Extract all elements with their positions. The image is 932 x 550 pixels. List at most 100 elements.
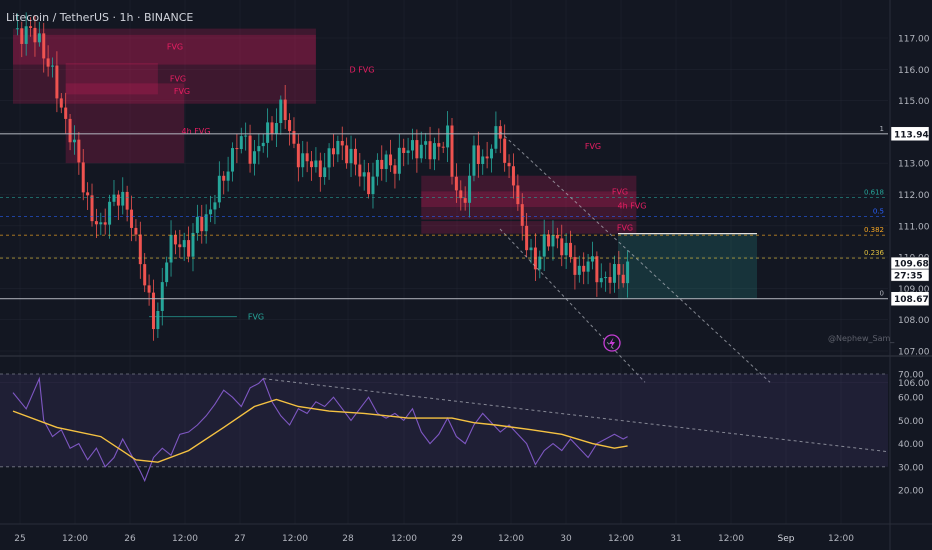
rsi-y-tick-label: 40.00 — [898, 440, 924, 450]
fvg-label: 4h FVG — [618, 201, 647, 210]
candle-body — [432, 143, 436, 160]
candle-body — [64, 107, 68, 119]
candle-body — [147, 285, 151, 293]
fvg-zone — [13, 34, 316, 104]
candle-body — [410, 140, 414, 151]
candle-body — [520, 204, 524, 226]
candle-body — [555, 234, 559, 239]
fvg-label: FVG — [167, 43, 183, 52]
candle-body — [336, 140, 340, 155]
candle-body — [108, 201, 112, 225]
x-tick-label: 12:00 — [391, 534, 417, 544]
rsi-ma-line — [12, 398, 628, 463]
candle-body — [235, 148, 239, 150]
candle-body — [138, 234, 142, 265]
candle-body — [353, 148, 357, 165]
candle-body — [20, 28, 24, 44]
rsi-band-fill — [0, 374, 888, 467]
x-tick-label: 12:00 — [62, 534, 88, 544]
candle-body — [130, 209, 134, 228]
candle-body — [424, 141, 428, 145]
x-tick-label: 25 — [14, 534, 25, 544]
candle-body — [217, 175, 221, 203]
candle-body — [46, 58, 50, 67]
candle-body — [81, 162, 85, 193]
fib-ratio-label: 0.618 — [864, 189, 884, 197]
candle-body — [485, 156, 489, 159]
y-tick-label: 106.00 — [898, 379, 930, 389]
candle-body — [292, 131, 296, 144]
x-tick-label: 27 — [234, 534, 245, 544]
y-tick-label: 116.00 — [898, 66, 930, 76]
candle-body — [86, 192, 90, 196]
candle-body — [42, 33, 46, 59]
candle-body — [252, 151, 256, 164]
fvg-label: FVG — [612, 187, 628, 196]
y-tick-label: 108.00 — [898, 316, 930, 326]
candle-body — [599, 278, 603, 283]
candle-body — [204, 214, 208, 232]
candle-body — [621, 274, 625, 284]
candle-body — [239, 136, 243, 150]
candle-body — [349, 148, 353, 164]
candle-body — [446, 125, 450, 148]
candle-body — [384, 154, 388, 169]
candle-body — [626, 261, 630, 284]
candle-body — [261, 142, 265, 147]
fvg-zone — [13, 28, 316, 65]
fib-ratio-label: 0.5 — [873, 207, 884, 215]
candles — [15, 12, 630, 341]
candle-body — [143, 264, 147, 286]
candle-body — [200, 216, 204, 232]
candle-body — [279, 99, 283, 124]
candle-body — [301, 153, 305, 168]
lightning-icon[interactable] — [603, 334, 621, 352]
candle-body — [323, 167, 327, 178]
candle-body — [511, 166, 515, 186]
candle-body — [173, 234, 177, 245]
candle-body — [586, 261, 590, 272]
x-tick-label: 12:00 — [828, 534, 854, 544]
candle-body — [187, 240, 191, 257]
candle-body — [608, 277, 612, 283]
candle-body — [503, 138, 507, 163]
candle-body — [612, 264, 616, 283]
candle-body — [191, 232, 195, 257]
candle-body — [490, 148, 494, 159]
candle-body — [542, 234, 546, 257]
candle-body — [270, 122, 274, 134]
candle-body — [51, 65, 55, 67]
candle-body — [121, 191, 125, 206]
y-tick-label: 112.00 — [898, 191, 930, 201]
fvg-label: 4h FVG — [182, 127, 211, 136]
x-tick-label: 12:00 — [498, 534, 524, 544]
y-tick-label: 107.00 — [898, 348, 930, 358]
candle-body — [604, 277, 608, 279]
candle-body — [428, 141, 432, 160]
candle-body — [178, 244, 182, 248]
candle-body — [90, 195, 94, 222]
price-label: 108.67 — [894, 295, 929, 305]
candle-body — [617, 264, 621, 275]
candle-body — [125, 191, 129, 210]
candle-body — [481, 156, 485, 165]
candle-body — [160, 282, 164, 311]
candle-body — [165, 262, 169, 283]
candle-body — [450, 125, 454, 177]
x-tick-label: 29 — [451, 534, 463, 544]
watermark: @Nephew_Sam_ — [828, 334, 895, 343]
fvg-label: FVG — [174, 87, 190, 96]
candle-body — [380, 159, 384, 169]
candle-body — [37, 33, 41, 43]
candle-body — [112, 194, 116, 202]
candle-body — [248, 135, 252, 164]
candle-body — [525, 225, 529, 251]
candle-body — [415, 140, 419, 159]
candle-body — [367, 172, 371, 195]
x-tick-label: 12:00 — [608, 534, 634, 544]
fvg-zone — [65, 63, 158, 95]
candle-body — [244, 135, 248, 137]
